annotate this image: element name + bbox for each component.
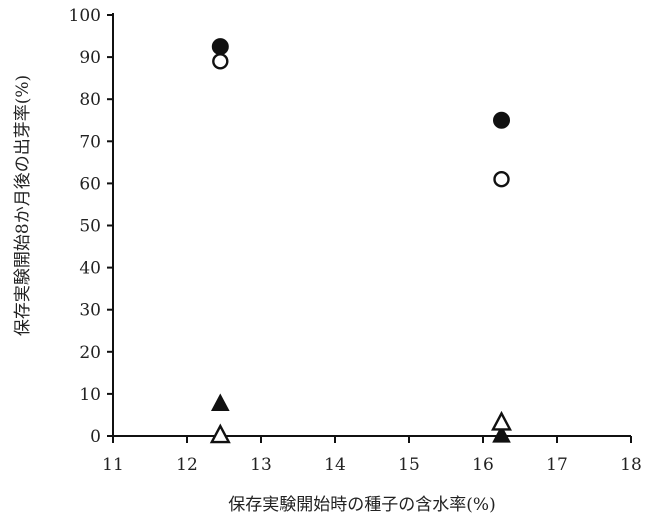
data-point (492, 425, 511, 443)
y-tick-label: 10 (79, 385, 101, 405)
y-tick-label: 0 (90, 427, 101, 447)
y-axis-title: 保存実験開始8か月後の出芽率(%) (13, 75, 33, 336)
x-axis-title: 保存実験開始時の種子の含水率(%) (228, 495, 495, 515)
x-tick-label: 12 (176, 455, 198, 475)
x-tick-label: 11 (102, 455, 124, 475)
data-point (491, 410, 512, 431)
y-tick-label: 50 (79, 217, 101, 237)
axes (112, 13, 631, 437)
y-tick-label: 90 (79, 48, 101, 68)
y-tick-label: 80 (79, 90, 101, 110)
y-tick-label: 70 (79, 132, 101, 152)
ticks: 0 10 20 30 40 50 60 70 80 90 100 11 12 13 14 15 16 17 18 (69, 6, 642, 475)
y-tick-label: 30 (79, 301, 101, 321)
x-tick-label: 14 (324, 455, 346, 475)
data-point (212, 53, 229, 70)
y-tick-label: 20 (79, 343, 101, 363)
x-tick-label: 17 (546, 455, 568, 475)
data-point (211, 38, 229, 56)
y-tick-label: 100 (69, 6, 101, 26)
x-tick-label: 16 (472, 455, 494, 475)
data-points (209, 38, 512, 444)
data-point (210, 393, 230, 412)
y-tick-label: 40 (79, 259, 101, 279)
data-point (493, 170, 510, 188)
data-point (493, 111, 510, 129)
x-tick-label: 13 (250, 455, 272, 475)
data-point (209, 423, 231, 444)
x-tick-label: 18 (620, 455, 642, 475)
x-tick-label: 15 (398, 455, 420, 475)
y-tick-label: 60 (79, 174, 101, 194)
